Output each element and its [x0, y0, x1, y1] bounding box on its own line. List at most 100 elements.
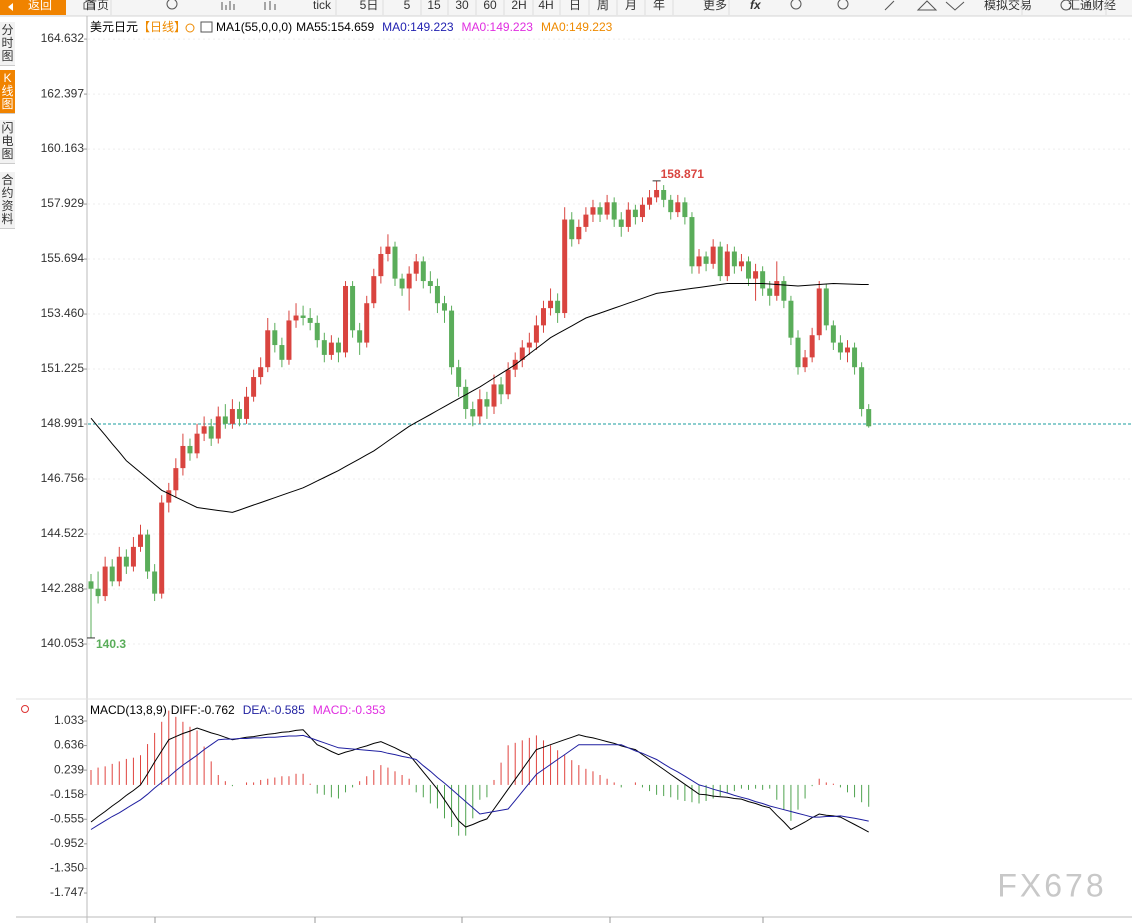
- candle-body: [788, 300, 794, 338]
- candle-body: [731, 251, 737, 267]
- candle-body: [279, 345, 285, 360]
- candle-body: [328, 342, 334, 355]
- toolbar-item[interactable]: tick: [313, 0, 332, 12]
- sidebar-tab[interactable]: 合约资料: [0, 172, 15, 229]
- y-tick-label: 157.929: [41, 196, 85, 210]
- candle-body: [258, 367, 264, 378]
- candle-body: [696, 256, 702, 267]
- y-tick-label: 0.239: [54, 762, 84, 776]
- toolbar-item[interactable]: 年: [653, 0, 665, 12]
- home-icon[interactable]: [83, 0, 95, 10]
- sidebar-tab[interactable]: 闪电图: [0, 120, 15, 164]
- candle-body: [647, 197, 653, 205]
- candle-body: [576, 226, 582, 240]
- y-tick-label: -1.350: [50, 861, 84, 875]
- toolbar-item[interactable]: 5: [404, 0, 411, 12]
- candle-body: [180, 445, 186, 469]
- sidebar-tab[interactable]: K线图: [0, 70, 15, 114]
- candle-body: [385, 246, 391, 254]
- legend-name: MACD:: [313, 703, 352, 717]
- candle-body: [618, 219, 624, 227]
- candle-body: [470, 409, 476, 417]
- candle-icon[interactable]: [264, 1, 276, 10]
- legend-name: DEA:: [243, 703, 271, 717]
- pen-icon[interactable]: [884, 0, 895, 11]
- toolbar-item[interactable]: 2H: [511, 0, 526, 12]
- toolbar-item[interactable]: 月: [625, 0, 637, 12]
- candle-body: [251, 377, 257, 397]
- y-tick-label: 164.632: [41, 31, 85, 45]
- toolbar-item[interactable]: 更多: [703, 0, 727, 12]
- toolbar-icons: fx: [83, 0, 1072, 12]
- candle-body: [837, 342, 843, 353]
- toolbar-item[interactable]: 汇通财经: [1068, 0, 1116, 12]
- macd-line: [90, 727, 869, 833]
- toolbar-item[interactable]: 5日: [360, 0, 379, 12]
- y-tick-label: 151.225: [41, 361, 85, 375]
- candle-body: [703, 256, 709, 264]
- candle-body: [484, 399, 490, 407]
- fx-icon[interactable]: fx: [750, 0, 762, 12]
- toolbar-item[interactable]: 周: [597, 0, 609, 12]
- toolbar-item[interactable]: 60: [483, 0, 497, 12]
- candle-body: [229, 409, 235, 424]
- candle-body: [866, 409, 872, 427]
- candle-body: [562, 219, 568, 314]
- indicator-icon[interactable]: [200, 21, 213, 33]
- candle-body: [774, 281, 780, 296]
- candle-body: [159, 502, 165, 594]
- period: 【日线】: [138, 20, 186, 34]
- candle-body: [102, 566, 108, 597]
- candle-body: [689, 217, 695, 267]
- triangle-up-icon[interactable]: [916, 0, 938, 11]
- candle-body: [300, 315, 306, 318]
- zoom-out-icon[interactable]: [790, 0, 802, 10]
- candle-body: [201, 426, 207, 434]
- ma-note: MA0:149.223: [462, 20, 534, 34]
- candle-body: [95, 588, 101, 597]
- candle-body: [604, 202, 610, 215]
- candle-body: [145, 534, 151, 572]
- bar-icon[interactable]: [221, 1, 235, 10]
- triangle-down-icon[interactable]: [945, 1, 965, 11]
- ma-note: MA0:149.223: [382, 20, 454, 34]
- y-tick-label: 160.163: [41, 141, 85, 155]
- toolbar-item[interactable]: 首页: [85, 0, 109, 12]
- candle-body: [123, 556, 129, 567]
- back-button[interactable]: [0, 0, 66, 15]
- watermark: FX678: [997, 867, 1106, 903]
- toolbar-item[interactable]: 日: [569, 0, 581, 12]
- collapse-icon[interactable]: [185, 23, 195, 33]
- ma-line: [90, 282, 869, 513]
- toolbar-item[interactable]: 15: [427, 0, 441, 12]
- legend-name: DIFF:: [171, 703, 201, 717]
- candle-body: [350, 285, 356, 331]
- toolbar-item[interactable]: 模拟交易: [984, 0, 1032, 12]
- high-label: 158.871: [661, 167, 705, 181]
- candle-body: [307, 317, 313, 323]
- candle-body: [632, 209, 638, 218]
- candle-body: [639, 204, 645, 218]
- candle-body: [109, 566, 115, 582]
- logo-icon: [1060, 0, 1072, 11]
- candle-body: [434, 285, 440, 304]
- candle-body: [498, 384, 504, 395]
- settings-icon[interactable]: [21, 705, 29, 713]
- candle-body: [519, 347, 525, 360]
- candle-body: [272, 330, 278, 346]
- candle-body: [795, 337, 801, 368]
- toolbar-item[interactable]: 30: [455, 0, 469, 12]
- macd-line: [90, 734, 869, 830]
- candle-body: [816, 288, 822, 336]
- candle-body: [809, 335, 815, 358]
- toolbar-item[interactable]: 4H: [538, 0, 553, 12]
- sidebar-tab[interactable]: 分时图: [0, 22, 15, 66]
- y-tick-label: 1.033: [54, 713, 84, 727]
- refresh-icon[interactable]: [166, 0, 178, 10]
- candle-body: [293, 315, 299, 321]
- zoom-in-icon[interactable]: [837, 0, 849, 10]
- back-text[interactable]: 返回: [28, 0, 52, 12]
- x-axis-ticks: [154, 917, 764, 923]
- y-tick-label: 153.460: [41, 306, 85, 320]
